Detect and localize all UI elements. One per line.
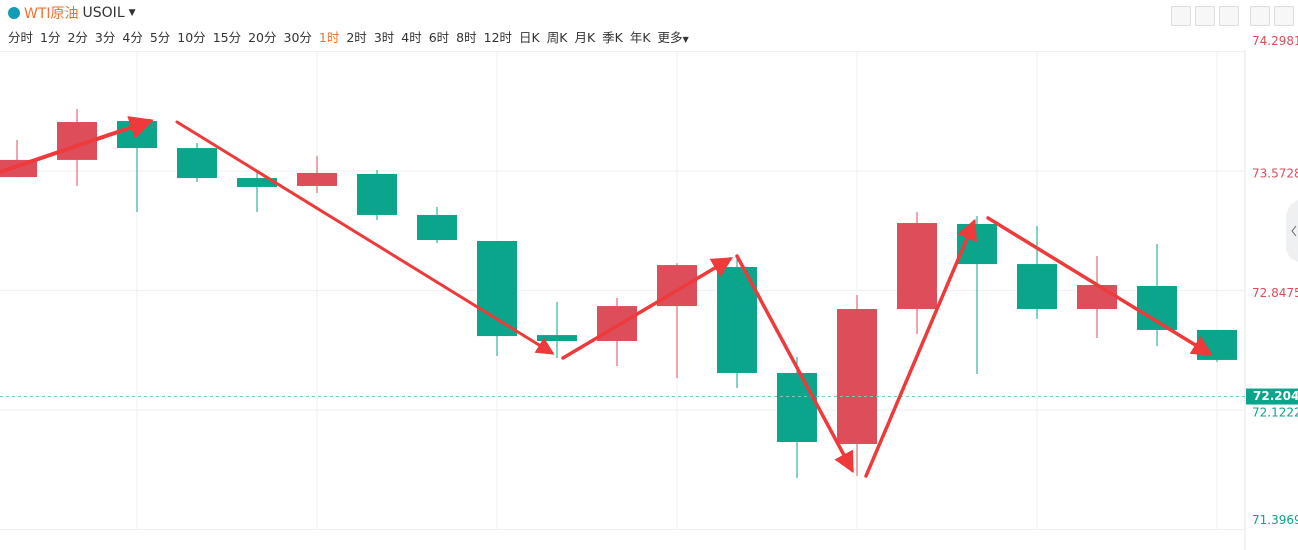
arrow [0, 116, 154, 174]
more-label: 更多 [657, 30, 683, 45]
arrow [175, 120, 555, 355]
y-tick-label: 71.3969 [1252, 513, 1298, 527]
timeframe[interactable]: 6时 [428, 30, 450, 45]
candle-body [1197, 329, 1237, 360]
arrow [735, 254, 854, 474]
symbol-logo [8, 7, 20, 19]
candle-body [537, 335, 577, 341]
arrow [561, 257, 734, 360]
candle-body [177, 148, 217, 179]
timeframe[interactable]: 2时 [346, 30, 367, 45]
tool-button[interactable] [1171, 6, 1191, 26]
current-price-label: 72.2040 [1253, 389, 1298, 403]
candle-body [297, 172, 337, 186]
close-button[interactable] [1274, 6, 1294, 26]
candle-body [897, 223, 937, 310]
timeframe[interactable]: 30分 [283, 30, 312, 45]
timeframe[interactable]: 2分 [67, 30, 88, 45]
tool-button[interactable] [1195, 6, 1215, 26]
symbol-code: USOIL [82, 5, 125, 21]
y-tick-label: 73.5728 [1252, 167, 1298, 181]
arrow [986, 216, 1213, 356]
timeframe[interactable]: 4时 [401, 30, 422, 45]
candle-body [417, 214, 457, 241]
caret: ▼ [128, 8, 136, 18]
more-button[interactable]: 更多▼ [658, 27, 689, 46]
candle-body [357, 173, 397, 215]
timeframe[interactable]: 日K [519, 30, 540, 45]
caret: ▼ [682, 35, 689, 44]
timeframe[interactable]: 周K [546, 30, 568, 45]
candle-body [837, 309, 877, 444]
timeframe[interactable]: 8时 [456, 30, 477, 45]
timeframe[interactable]: 3分 [94, 30, 116, 45]
arrow [864, 218, 977, 478]
timeframe-bar: 分时 1分 2分 3分 4分 5分 10分 15分 20分 30分 1时 2时 … [8, 27, 689, 46]
timeframe[interactable]: 3时 [373, 30, 395, 45]
y-tick-label: 72.1222 [1252, 406, 1298, 420]
timeframe[interactable]: 年K [629, 30, 651, 45]
timeframe[interactable]: 15分 [212, 30, 242, 45]
annotations [0, 116, 1213, 478]
timeframe[interactable]: 1时 [318, 30, 340, 45]
candle-body [717, 267, 757, 373]
symbol-name: WTI原油 [24, 6, 79, 22]
symbol-header[interactable]: WTI原油 USOIL ▼ [8, 3, 136, 23]
timeframe[interactable]: 1分 [40, 30, 61, 45]
candle-body [1017, 264, 1057, 310]
candle-body [1077, 284, 1117, 310]
tool-button[interactable] [1219, 6, 1239, 26]
timeframe[interactable]: 月K [574, 30, 596, 45]
candle-body [237, 178, 277, 187]
plot: 71.3969 72.1222 72.8475 73.5728 74.2981 72.20… [0, 34, 1298, 530]
timeframe[interactable]: 10分 [177, 30, 206, 45]
current-price-box [1246, 388, 1298, 405]
timeframe[interactable]: 4分 [122, 30, 143, 45]
timeframe[interactable]: 5分 [149, 30, 171, 45]
expand-button[interactable] [1250, 6, 1270, 26]
y-tick-label: 72.8475 [1252, 286, 1298, 300]
timeframe[interactable]: 季K [602, 30, 623, 45]
timeframe[interactable]: 分时 [8, 30, 34, 45]
y-tick-label: 74.2981 [1252, 34, 1298, 48]
candle-body [477, 240, 517, 337]
timeframe[interactable]: 20分 [248, 30, 277, 45]
candle-body [777, 372, 817, 442]
side-tab-icon [1291, 225, 1297, 237]
timeframe[interactable]: 12时 [483, 30, 513, 45]
